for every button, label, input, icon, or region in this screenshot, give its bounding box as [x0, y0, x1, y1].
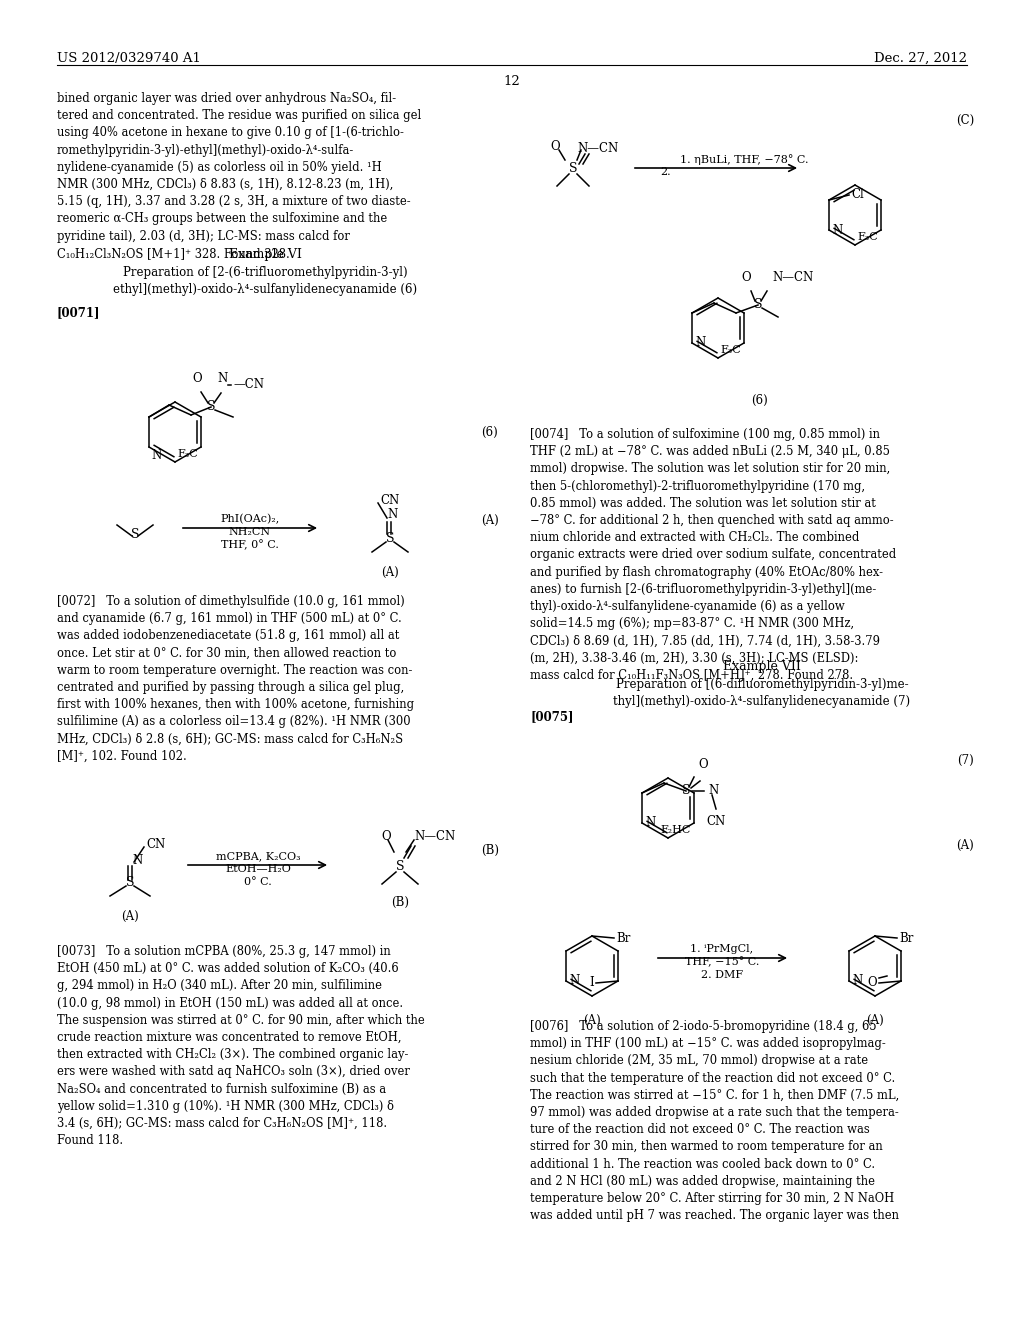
Text: O: O: [381, 829, 391, 842]
Text: bined organic layer was dried over anhydrous Na₂SO₄, fil-
tered and concentrated: bined organic layer was dried over anhyd…: [57, 92, 421, 260]
Text: PhI(OAc)₂,: PhI(OAc)₂,: [220, 513, 280, 524]
Text: 2.: 2.: [660, 168, 671, 177]
Text: Br: Br: [899, 932, 913, 945]
Text: (7): (7): [956, 754, 974, 767]
Text: N: N: [708, 784, 718, 797]
Text: Br: Br: [616, 932, 631, 945]
Text: S: S: [568, 161, 578, 174]
Text: (A): (A): [481, 513, 499, 527]
Text: [0071]: [0071]: [57, 306, 100, 319]
Text: CN: CN: [380, 494, 399, 507]
Text: Example VI: Example VI: [228, 248, 301, 261]
Text: (A): (A): [583, 1014, 601, 1027]
Text: O: O: [867, 977, 877, 990]
Text: S: S: [131, 528, 139, 541]
Text: N—CN: N—CN: [577, 141, 618, 154]
Text: 12: 12: [504, 75, 520, 88]
Text: S: S: [754, 298, 762, 312]
Text: I: I: [589, 977, 594, 990]
Text: Preparation of [2-(6-trifluoromethylpyridin-3-yl)
ethyl](methyl)-oxido-λ⁴-sulfan: Preparation of [2-(6-trifluoromethylpyri…: [113, 267, 417, 296]
Text: F₂HC: F₂HC: [660, 825, 691, 836]
Text: (6): (6): [481, 425, 499, 438]
Text: (A): (A): [866, 1014, 884, 1027]
Text: US 2012/0329740 A1: US 2012/0329740 A1: [57, 51, 201, 65]
Text: F₃C: F₃C: [857, 232, 878, 242]
Text: O: O: [193, 372, 202, 385]
Text: (B): (B): [391, 895, 409, 908]
Text: F₃C: F₃C: [177, 449, 198, 459]
Text: N: N: [569, 974, 580, 987]
Text: THF, −15° C.: THF, −15° C.: [685, 957, 759, 968]
Text: N: N: [695, 337, 706, 350]
Text: [0072]   To a solution of dimethylsulfide (10.0 g, 161 mmol)
and cyanamide (6.7 : [0072] To a solution of dimethylsulfide …: [57, 595, 414, 763]
Text: N—CN: N—CN: [414, 829, 456, 842]
Text: O: O: [741, 271, 751, 284]
Text: N: N: [645, 817, 655, 829]
Text: Cl: Cl: [851, 189, 864, 202]
Text: (C): (C): [955, 114, 974, 127]
Text: (A): (A): [956, 838, 974, 851]
Text: N: N: [852, 974, 862, 987]
Text: F₃C: F₃C: [720, 345, 741, 355]
Text: 1. ηBuLi, THF, −78° C.: 1. ηBuLi, THF, −78° C.: [680, 154, 809, 165]
Text: O: O: [698, 758, 708, 771]
Text: N—CN: N—CN: [772, 271, 813, 284]
Text: 0° C.: 0° C.: [244, 876, 272, 887]
Text: —CN: —CN: [233, 379, 264, 392]
Text: (B): (B): [481, 843, 499, 857]
Text: [0074]   To a solution of sulfoximine (100 mg, 0.85 mmol) in
THF (2 mL) at −78° : [0074] To a solution of sulfoximine (100…: [530, 428, 896, 682]
Text: N: N: [387, 508, 397, 521]
Text: 1. ⁱPrMgCl,: 1. ⁱPrMgCl,: [690, 944, 754, 954]
Text: O: O: [550, 140, 560, 153]
Text: N: N: [151, 449, 161, 462]
Text: THF, 0° C.: THF, 0° C.: [221, 540, 279, 550]
Text: [0073]   To a solution mCPBA (80%, 25.3 g, 147 mmol) in
EtOH (450 mL) at 0° C. w: [0073] To a solution mCPBA (80%, 25.3 g,…: [57, 945, 425, 1147]
Text: Example VII: Example VII: [723, 660, 801, 673]
Text: 2. DMF: 2. DMF: [701, 970, 743, 979]
Text: [0075]: [0075]: [530, 710, 573, 723]
Text: (A): (A): [121, 909, 139, 923]
Text: (A): (A): [381, 565, 399, 578]
Text: Dec. 27, 2012: Dec. 27, 2012: [874, 51, 967, 65]
Text: EtOH—H₂O: EtOH—H₂O: [225, 865, 291, 874]
Text: [0076]   To a solution of 2-iodo-5-bromopyridine (18.4 g, 65
mmol) in THF (100 m: [0076] To a solution of 2-iodo-5-bromopy…: [530, 1020, 899, 1222]
Text: S: S: [126, 875, 134, 888]
Text: CN: CN: [707, 814, 726, 828]
Text: N: N: [132, 854, 142, 866]
Text: N: N: [218, 372, 228, 385]
Text: mCPBA, K₂CO₃: mCPBA, K₂CO₃: [216, 851, 300, 861]
Text: S: S: [395, 859, 404, 873]
Text: (6): (6): [752, 393, 768, 407]
Text: S: S: [207, 400, 215, 413]
Text: S: S: [386, 532, 394, 544]
Text: N: N: [833, 223, 843, 236]
Text: Preparation of [(6-difluoromethylpyridin-3-yl)me-
thyl](methyl)-oxido-λ⁴-sulfany: Preparation of [(6-difluoromethylpyridin…: [613, 678, 910, 709]
Text: NH₂CN: NH₂CN: [229, 527, 271, 537]
Text: S: S: [682, 784, 690, 797]
Text: CN: CN: [146, 837, 165, 850]
